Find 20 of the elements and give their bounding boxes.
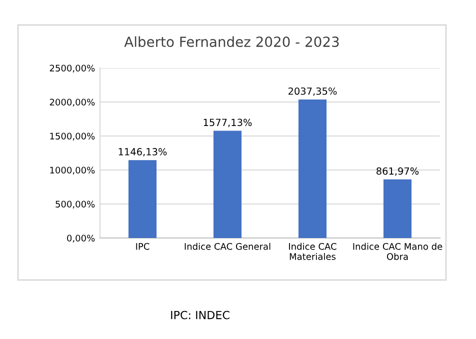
chart-title: Alberto Fernandez 2020 - 2023	[124, 36, 339, 48]
y-tick-label: 500,00%	[56, 200, 95, 208]
x-tick-label: IPC	[136, 243, 150, 250]
data-label: 1577,13%	[204, 118, 252, 128]
y-tick-label: 1500,00%	[50, 132, 95, 140]
y-tick-label: 2500,00%	[50, 64, 95, 72]
bar	[213, 130, 242, 238]
y-tick-label: 1000,00%	[50, 166, 95, 174]
text: IPC: INDEC	[171, 310, 230, 320]
data-label: 2037,35%	[288, 87, 337, 96]
bar	[128, 160, 157, 238]
x-tick-label: Indice CAC General	[184, 242, 270, 250]
y-tick-label: 0,00%	[67, 234, 95, 242]
data-label: 861,97%	[376, 167, 419, 176]
y-tick-label: 2000,00%	[50, 98, 95, 106]
x-tick-label: Indice CAC Mano de Obra	[353, 242, 442, 260]
data-label: 1146,13%	[118, 148, 167, 156]
bar	[383, 179, 412, 238]
x-tick-label: Indice CAC Materiales	[289, 242, 336, 260]
bar	[298, 99, 327, 238]
